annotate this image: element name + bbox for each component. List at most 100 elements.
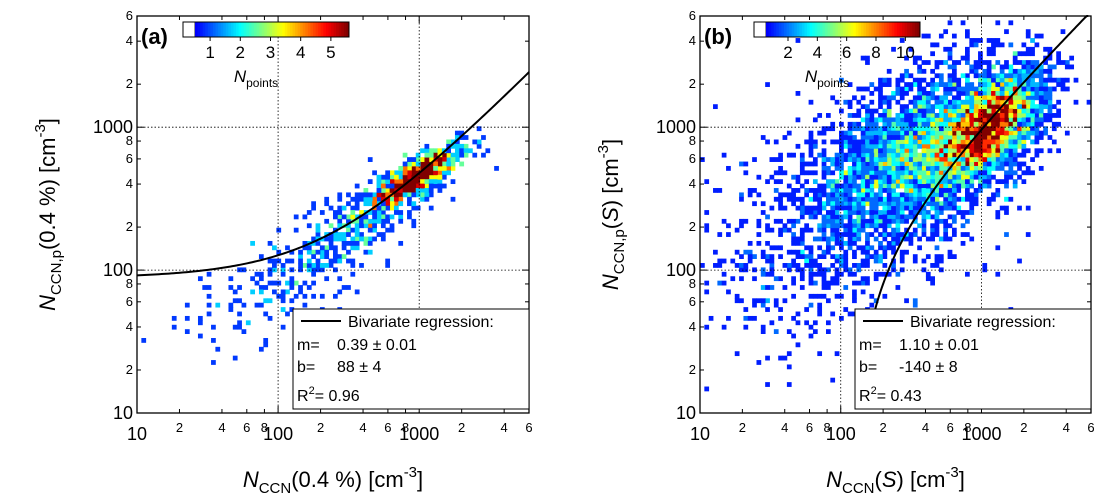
heatmap-cell	[437, 183, 443, 189]
heatmap-cell	[1008, 99, 1014, 105]
heatmap-cell	[821, 183, 827, 189]
heatmap-cell	[995, 148, 1001, 154]
heatmap-cell	[947, 20, 953, 26]
heatmap-cell	[947, 236, 953, 242]
heatmap-cell	[424, 183, 430, 189]
heatmap-cell	[978, 157, 983, 162]
colorbar-swatch	[287, 22, 291, 37]
heatmap-cell	[839, 205, 844, 211]
heatmap-cell	[882, 249, 888, 255]
heatmap-cell	[372, 210, 377, 215]
heatmap-cell	[878, 201, 883, 207]
heatmap-cell	[882, 82, 888, 87]
heatmap-cell	[1017, 117, 1022, 123]
heatmap-cell	[839, 223, 844, 229]
heatmap-cell	[298, 289, 303, 295]
heatmap-cell	[346, 240, 351, 246]
heatmap-cell	[956, 152, 962, 158]
heatmap-cell	[852, 293, 857, 299]
heatmap-cell	[904, 218, 909, 224]
heatmap-cell	[956, 95, 962, 101]
heatmap-cell	[1056, 148, 1061, 154]
heatmap-cell	[454, 135, 460, 140]
heatmap-cell	[476, 126, 482, 132]
heatmap-cell	[995, 130, 1001, 136]
heatmap-cell	[306, 223, 312, 229]
heatmap-cell	[324, 232, 330, 237]
heatmap-cell	[873, 152, 879, 158]
heatmap-cell	[817, 254, 823, 260]
heatmap-cell	[1030, 117, 1035, 123]
y-tick-label: 6	[126, 151, 133, 166]
heatmap-cell	[830, 121, 836, 127]
heatmap-cell	[938, 210, 944, 215]
heatmap-cell	[821, 174, 827, 180]
heatmap-cell	[860, 165, 866, 171]
heatmap-cell	[791, 192, 796, 198]
heatmap-cell	[350, 196, 356, 202]
heatmap-cell	[895, 179, 901, 185]
heatmap-cell	[960, 210, 966, 215]
heatmap-cell	[306, 258, 312, 264]
heatmap-cell	[991, 90, 996, 96]
heatmap-cell	[354, 192, 360, 198]
heatmap-cell	[1025, 51, 1031, 57]
heatmap-cell	[1012, 55, 1018, 61]
heatmap-cell	[324, 263, 330, 268]
heatmap-cell	[446, 157, 451, 162]
heatmap-cell	[1021, 161, 1027, 167]
colorbar-swatch	[907, 22, 911, 37]
heatmap-cell	[965, 121, 970, 127]
heatmap-cell	[446, 161, 451, 167]
heatmap-cell	[420, 174, 425, 180]
heatmap-cell	[895, 143, 901, 149]
heatmap-cell	[999, 117, 1005, 123]
heatmap-cell	[986, 77, 992, 83]
heatmap-cell	[211, 338, 216, 343]
heatmap-cell	[869, 165, 875, 171]
colorbar-swatch	[205, 22, 209, 37]
heatmap-cell	[843, 174, 849, 180]
heatmap-cell	[354, 183, 360, 189]
heatmap-cell	[986, 64, 992, 70]
heatmap-cell	[433, 152, 438, 158]
heatmap-cell	[1047, 86, 1053, 92]
heatmap-cell	[999, 161, 1005, 167]
heatmap-cell	[995, 210, 1001, 215]
colorbar-tick-label: 4	[813, 43, 822, 62]
heatmap-cell	[912, 135, 918, 140]
heatmap-cell	[834, 196, 840, 202]
heatmap-cell	[878, 218, 883, 224]
heatmap-cell	[839, 174, 844, 180]
heatmap-cell	[860, 161, 866, 167]
heatmap-cell	[865, 161, 870, 167]
colorbar-swatch	[773, 22, 777, 37]
heatmap-cell	[393, 192, 399, 198]
legend-title: Bivariate regression:	[910, 314, 1056, 331]
heatmap-cell	[934, 179, 940, 185]
heatmap-cell	[869, 232, 875, 237]
heatmap-cell	[1017, 130, 1022, 136]
heatmap-cell	[1012, 77, 1018, 83]
heatmap-cell	[878, 170, 883, 176]
heatmap-cell	[367, 223, 373, 229]
heatmap-cell	[908, 232, 914, 237]
heatmap-cell	[991, 117, 996, 123]
heatmap-cell	[973, 139, 979, 145]
heatmap-cell	[804, 254, 810, 260]
heatmap-cell	[830, 192, 836, 198]
heatmap-cell	[272, 280, 277, 286]
heatmap-cell	[965, 218, 970, 224]
heatmap-cell	[1008, 64, 1014, 70]
heatmap-cell	[986, 139, 992, 145]
heatmap-cell	[773, 139, 779, 145]
heatmap-cell	[999, 64, 1005, 70]
heatmap-cell	[276, 227, 282, 233]
heatmap-cell	[272, 258, 277, 264]
heatmap-cell	[978, 73, 983, 79]
heatmap-cell	[947, 117, 953, 123]
heatmap-cell	[873, 223, 879, 229]
heatmap-cell	[367, 179, 373, 185]
heatmap-cell	[930, 143, 935, 149]
